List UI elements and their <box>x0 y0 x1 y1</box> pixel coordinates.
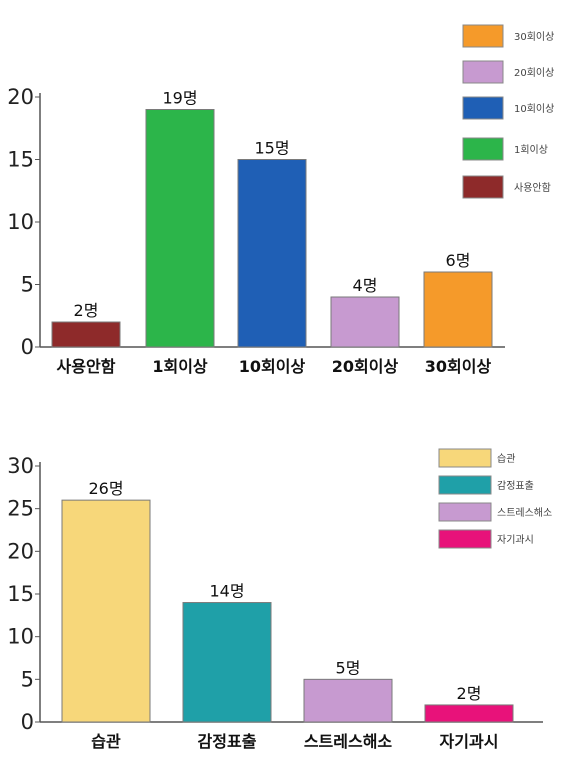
y-tick-label: 30 <box>7 454 34 478</box>
category-label: 1회이상 <box>152 357 208 376</box>
legend-label: 10회이상 <box>514 103 554 115</box>
category-label: 자기과시 <box>440 732 499 751</box>
category-label: 30회이상 <box>425 357 492 376</box>
legend-label: 30회이상 <box>514 31 554 43</box>
category-label: 10회이상 <box>239 357 306 376</box>
legend-label: 스트레스해소 <box>497 506 552 519</box>
legend-label: 1회이상 <box>514 144 548 156</box>
bar <box>51 321 121 348</box>
y-tick-label: 10 <box>7 625 34 649</box>
legend-label: 감정표출 <box>497 480 534 492</box>
y-tick-label: 5 <box>21 667 34 691</box>
legend-swatch <box>462 137 504 161</box>
bar <box>182 602 272 723</box>
category-label: 20회이상 <box>332 357 399 376</box>
bar <box>145 109 215 348</box>
y-tick-label: 15 <box>7 148 34 172</box>
bar <box>424 704 514 723</box>
category-label: 스트레스해소 <box>304 732 393 751</box>
y-tick-label: 10 <box>7 210 34 234</box>
bar <box>61 499 151 723</box>
data-label: 2명 <box>74 301 99 320</box>
chart-1: 051015202명사용안함19명1회이상15명10회이상4명20회이상6명30… <box>7 24 554 376</box>
category-label: 감정표출 <box>198 732 257 751</box>
legend-swatch <box>462 175 504 199</box>
legend-label: 사용안함 <box>514 182 551 194</box>
y-tick-label: 5 <box>21 273 34 297</box>
legend-swatch <box>462 96 504 120</box>
legend-swatch <box>438 475 492 495</box>
data-label: 6명 <box>446 251 471 270</box>
y-tick-label: 0 <box>21 710 34 734</box>
legend-swatch <box>438 502 492 522</box>
chart-2: 05101520253026명습관14명감정표출5명스트레스해소2명자기과시습관… <box>7 448 552 751</box>
data-label: 2명 <box>457 684 482 703</box>
data-label: 19명 <box>162 89 197 108</box>
legend-label: 습관 <box>497 453 515 465</box>
legend-swatch <box>438 529 492 549</box>
category-label: 습관 <box>91 732 121 751</box>
legend-label: 자기과시 <box>497 534 534 546</box>
category-label: 사용안함 <box>57 357 116 376</box>
y-tick-label: 0 <box>21 335 34 359</box>
data-label: 15명 <box>254 139 289 158</box>
data-label: 26명 <box>88 479 123 498</box>
y-tick-label: 20 <box>7 85 34 109</box>
y-tick-label: 15 <box>7 582 34 606</box>
bar <box>423 271 493 348</box>
y-tick-label: 25 <box>7 497 34 521</box>
data-label: 5명 <box>336 658 361 677</box>
legend-swatch <box>462 60 504 84</box>
legend-label: 20회이상 <box>514 67 554 79</box>
bar <box>303 678 393 723</box>
data-label: 4명 <box>353 276 378 295</box>
legend-swatch <box>462 24 504 48</box>
bar <box>237 159 307 348</box>
y-tick-label: 20 <box>7 539 34 563</box>
bar <box>330 296 400 348</box>
data-label: 14명 <box>209 582 244 601</box>
legend-swatch <box>438 448 492 468</box>
